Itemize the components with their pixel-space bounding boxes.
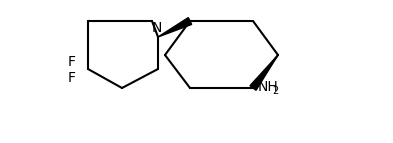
Text: N: N [152, 21, 162, 35]
Polygon shape [158, 18, 192, 37]
Polygon shape [250, 55, 278, 90]
Text: F: F [68, 55, 76, 69]
Text: F: F [68, 71, 76, 85]
Text: NH: NH [258, 80, 279, 94]
Text: 2: 2 [272, 86, 279, 96]
